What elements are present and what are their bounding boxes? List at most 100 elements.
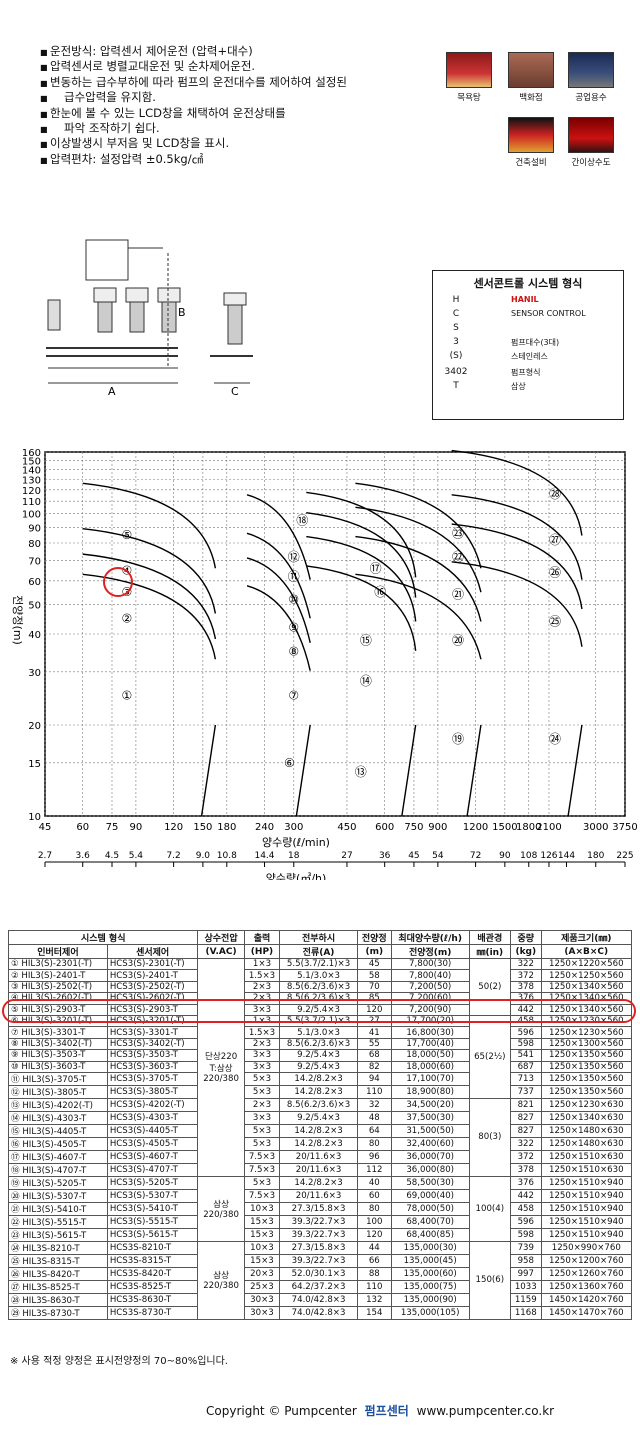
table-cell: 1.5×3 [243,969,281,982]
x-tick-label: 1500 [492,822,517,833]
performance-curve [401,724,417,817]
table-cell: ② HIL3(S)-2401-T [8,969,108,982]
copyright-text: Copyright © Pumpcenter [206,1404,357,1418]
bath-icon [446,52,492,88]
table-cell: 135,000(60) [390,1266,470,1281]
x2-tick-label: 3.6 [76,851,91,861]
table-cell: HCS3(S)-2401-T [106,969,199,982]
highlight-row-ring [2,999,636,1023]
table-cell: 596 [510,1214,542,1229]
table-cell: ⑱ HIL3(S)-4707-T [8,1162,108,1177]
app-water: 간이상수도 [568,117,614,168]
table-cell: 7.5×3 [243,1162,281,1177]
table-row: ⑦ HIL3(S)-3301-T HCS3(S)-3301-T 1.5×3 5.1/3… [8,1026,633,1039]
x-tick-label: 90 [130,822,143,833]
x-tick-label: 180 [217,822,236,833]
table-cell: HCS3(S)-3603-T [106,1060,199,1073]
x2-tick-label: 27 [341,851,352,861]
region-label: ㉒ [452,550,464,564]
table-cell: ① HIL3(S)-2301(-T) [8,957,108,971]
table-cell: 30×3 [243,1305,281,1320]
table-cell: 25×3 [243,1279,281,1294]
table-cell: 1250×1340×560 [540,1003,633,1016]
table-cell: 1159 [510,1292,542,1307]
table-cell: 45 [356,957,392,971]
table-cell: 110 [356,1279,392,1294]
table-cell: 1250×1360×760 [540,1279,633,1294]
pipe-cell: 65(2½) [468,1014,512,1099]
table-cell: 69,000(40) [390,1188,470,1203]
table-cell: 7.5×3 [243,1149,281,1164]
region-label: ㉖ [549,565,561,579]
region-label: ⑩ [288,593,299,607]
table-cell: HCS3S-8420-T [106,1266,199,1281]
table-cell: 442 [510,1188,542,1203]
table-cell: 39.3/22.7×3 [279,1253,358,1268]
table-cell: 1.5×3 [243,1026,281,1039]
x2-tick-label: 18 [288,851,300,861]
region-label: ㉗ [549,533,561,547]
table-cell: 1250×1250×560 [540,969,633,982]
table-cell: 1250×1230×630 [540,1097,633,1112]
performance-curve [306,511,417,598]
footer-url[interactable]: www.pumpcenter.co.kr [416,1404,555,1418]
table-cell: 52.0/30.1×3 [279,1266,358,1281]
performance-curve [306,535,417,622]
table-cell: 135,000(105) [390,1305,470,1320]
performance-curve [82,573,217,660]
table-cell: 1250×1260×760 [540,1266,633,1281]
app-bath: 목욕탕 [446,52,492,103]
table-cell: HCS3(S)-5615-T [106,1227,199,1242]
table-cell: 3×3 [243,1110,281,1125]
y-tick-label: 20 [28,721,41,732]
performance-curve [82,553,217,640]
table-cell: 96 [356,1149,392,1164]
performance-curve [82,482,217,569]
table-cell: 372 [510,969,542,982]
table-cell: ④ HIL3(S)-2602(-T) [8,992,108,1005]
table-cell: 85 [356,992,392,1005]
table-cell: 14.2/8.2×3 [279,1123,358,1138]
performance-curve [295,724,311,817]
table-cell: 132 [356,1292,392,1307]
app-dept-store: 백화점 [508,52,554,103]
y-tick-label: 70 [28,557,41,568]
system-drawing: B A C [46,239,253,398]
dim-b-label: B [178,306,186,319]
pipe-cell: 80(3) [468,1097,512,1177]
table-cell: 70 [356,980,392,994]
table-cell: 1250×1510×940 [540,1214,633,1229]
spec-table-wrap: 시스템 형식 상수전압 출력 전부하시 전양정 최대양수량(ℓ/h) 배관경 중량 제품크기(㎜… [7,930,633,1320]
table-row: ㉒ HIL3(S)-5515-T HCS3(S)-5515-T 15×3 39.3/2… [8,1214,633,1229]
voltage-cell: 삼상 220/380 [197,1240,245,1320]
table-cell: 68 [356,1049,392,1062]
table-cell: ⑬ HIL3(S)-4202(-T) [8,1097,108,1112]
x-tick-label: 120 [164,822,183,833]
table-cell: 5×3 [243,1123,281,1138]
table-cell: HCS3S-8315-T [106,1253,199,1268]
table-cell: 1450×1420×760 [540,1292,633,1307]
performance-curve [82,527,217,614]
x-tick-label: 3750 [612,822,637,833]
table-row: ③ HIL3(S)-2502(-T) HCS3(S)-2502(-T) 2×3 8.5… [8,980,633,994]
table-row: ㉖ HIL3S-8420-T HCS3S-8420-T 20×3 52.0/30.1×… [8,1266,633,1281]
performance-curve [246,585,311,671]
table-row: ④ HIL3(S)-2602(-T) HCS3(S)-2602(-T) 2×3 8.5… [8,992,633,1005]
table-cell: ⑨ HIL3(S)-3503-T [8,1049,108,1062]
feature-item: 한눈에 볼 수 있는 LCD창을 채택하여 운전상태를 [40,106,440,123]
table-cell: 1250×1480×630 [540,1123,633,1138]
table-cell: HCS3(S)-3503-T [106,1049,199,1062]
table-cell: ㉓ HIL3(S)-5615-T [8,1227,108,1242]
table-row: ① HIL3(S)-2301(-T) HCS3(S)-2301(-T) 단상220 … [8,957,633,1177]
x-axis-label: 양수량(ℓ/min) [262,836,330,849]
table-cell: 37,500(30) [390,1110,470,1125]
table-cell: 376 [510,1175,542,1190]
table-row: ⑳ HIL3(S)-5307-T HCS3(S)-5307-T 7.5×3 20/11… [8,1188,633,1203]
table-cell: ⑩ HIL3(S)-3603-T [8,1060,108,1073]
table-cell: HCS3(S)-3301-T [106,1026,199,1039]
table-cell: 18,000(60) [390,1060,470,1073]
table-cell: 31,500(50) [390,1123,470,1138]
table-cell: 1250×1510×940 [540,1175,633,1190]
performance-curve [306,491,417,578]
table-subheader: (m) [356,944,392,959]
